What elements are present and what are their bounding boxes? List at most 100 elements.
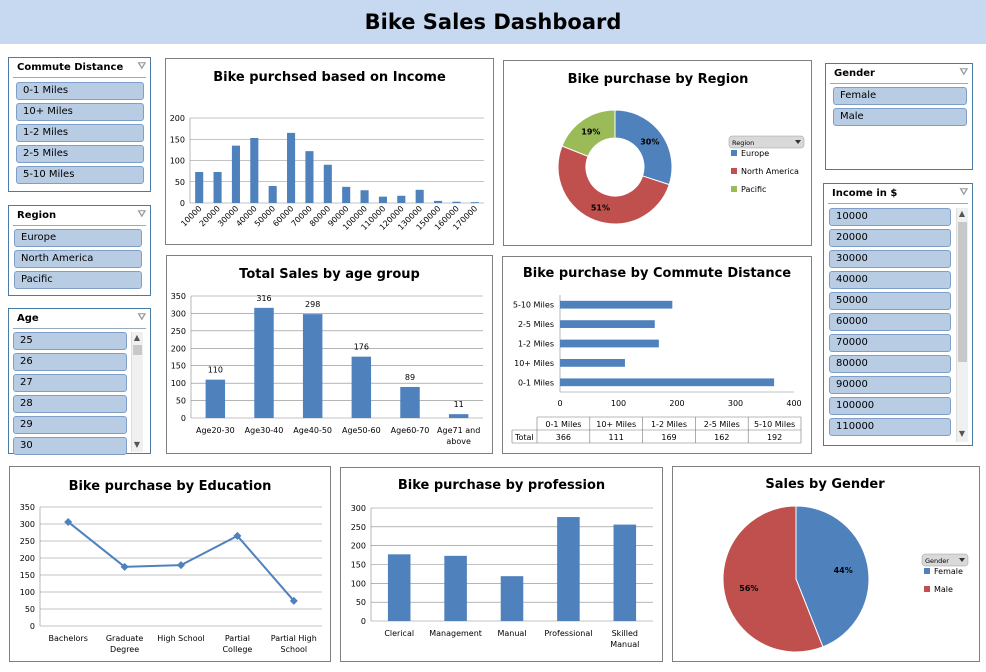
slicer-item-age-4[interactable]: 29 bbox=[13, 416, 127, 434]
x-tick-label: 200 bbox=[669, 399, 684, 408]
slicer-item-income-4[interactable]: 50000 bbox=[829, 292, 951, 310]
legend-swatch bbox=[924, 586, 930, 592]
commute-slicer-header: Commute Distance ⛛ bbox=[13, 58, 146, 78]
dashboard-title: Bike Sales Dashboard bbox=[0, 0, 986, 44]
y-tick-label: 100 bbox=[20, 588, 35, 597]
bar bbox=[231, 145, 240, 203]
gender-slicer-title: Gender bbox=[834, 68, 875, 79]
slicer-item-region-0[interactable]: Europe bbox=[14, 229, 142, 247]
y-tick-label: 150 bbox=[20, 571, 35, 580]
slicer-item-income-7[interactable]: 80000 bbox=[829, 355, 951, 373]
slicer-item-commute-1[interactable]: 10+ Miles bbox=[16, 103, 144, 121]
slicer-item-commute-2[interactable]: 1-2 Miles bbox=[16, 124, 144, 142]
income-slicer: Income in $ ⛛ ▲ ▼ 10000 20000 30000 40000 500… bbox=[823, 183, 973, 446]
x-tick-label: Professional bbox=[544, 629, 592, 638]
slicer-item-income-0[interactable]: 10000 bbox=[829, 208, 951, 226]
chart-title: Sales by Gender bbox=[765, 477, 885, 492]
y-tick-label: 0 bbox=[180, 199, 185, 208]
legend-swatch bbox=[731, 150, 737, 156]
y-tick-label: 150 bbox=[351, 561, 366, 570]
gender-pie-chart: Sales by Gender 44% 56% Gender Female Male bbox=[722, 477, 969, 653]
slicer-item-income-6[interactable]: 70000 bbox=[829, 334, 951, 352]
x-tick-label: Clerical bbox=[384, 629, 414, 638]
bar bbox=[351, 356, 372, 418]
bar bbox=[560, 320, 655, 328]
slicer-item-commute-3[interactable]: 2-5 Miles bbox=[16, 145, 144, 163]
chart-title: Bike purchase by Region bbox=[568, 72, 749, 87]
x-tick-label: 100 bbox=[611, 399, 626, 408]
x-tick-label: Age60-70 bbox=[391, 426, 430, 435]
bar bbox=[205, 379, 226, 418]
x-tick-label: Age30-40 bbox=[245, 426, 284, 435]
chart-title: Total Sales by age group bbox=[239, 267, 420, 282]
bar bbox=[560, 378, 775, 387]
y-tick-label: 250 bbox=[171, 327, 186, 336]
legend-title: Region bbox=[732, 139, 754, 147]
income-chart-panel: Bike purchsed based on Income 0 50 100 150 20… bbox=[165, 58, 494, 245]
data-label: 89 bbox=[405, 373, 415, 382]
y-tick-label: 300 bbox=[171, 309, 186, 318]
data-label: 30% bbox=[640, 138, 659, 147]
age-slicer-scroll-thumb[interactable] bbox=[133, 345, 142, 355]
bar bbox=[254, 307, 274, 418]
slicer-item-income-9[interactable]: 100000 bbox=[829, 397, 951, 415]
filter-clear-icon[interactable]: ⛛ bbox=[137, 209, 146, 220]
slicer-item-income-10[interactable]: 110000 bbox=[829, 418, 951, 436]
filter-clear-icon[interactable]: ⛛ bbox=[959, 187, 968, 198]
slicer-item-age-1[interactable]: 26 bbox=[13, 353, 127, 371]
filter-clear-icon[interactable]: ⛛ bbox=[137, 312, 146, 323]
slicer-item-age-0[interactable]: 25 bbox=[13, 332, 127, 350]
slicer-item-age-3[interactable]: 28 bbox=[13, 395, 127, 413]
income-slicer-scroll-thumb[interactable] bbox=[958, 222, 967, 362]
slicer-item-income-1[interactable]: 20000 bbox=[829, 229, 951, 247]
chevron-up-icon[interactable]: ▲ bbox=[133, 333, 141, 342]
x-tick-label: 300 bbox=[728, 399, 743, 408]
commute-distance-slicer: Commute Distance ⛛ 0-1 Miles 10+ Miles 1-2 … bbox=[8, 57, 151, 192]
data-label: 51% bbox=[591, 203, 610, 212]
y-tick-label: 10+ Miles bbox=[514, 359, 554, 368]
chevron-up-icon[interactable]: ▲ bbox=[958, 209, 966, 218]
slicer-item-region-2[interactable]: Pacific bbox=[14, 271, 142, 289]
age-slicer-header: Age ⛛ bbox=[13, 309, 146, 329]
chevron-down-icon[interactable]: ▼ bbox=[958, 429, 966, 438]
filter-clear-icon[interactable]: ⛛ bbox=[959, 67, 968, 78]
pie-slice bbox=[722, 505, 824, 653]
gender-slicer: Gender ⛛ Female Male bbox=[825, 63, 973, 170]
y-tick-label: 200 bbox=[171, 344, 186, 353]
slicer-item-commute-0[interactable]: 0-1 Miles bbox=[16, 82, 144, 100]
chevron-down-icon bbox=[959, 558, 965, 562]
table-header: 10+ Miles bbox=[596, 420, 636, 429]
commute-chart-panel: Bike purchase by Commute Distance 0 100 200… bbox=[502, 256, 812, 454]
legend-label: Pacific bbox=[741, 185, 766, 194]
slicer-item-age-2[interactable]: 27 bbox=[13, 374, 127, 392]
filter-clear-icon[interactable]: ⛛ bbox=[137, 61, 146, 72]
slicer-item-gender-1[interactable]: Male bbox=[833, 108, 967, 126]
legend-label: Female bbox=[934, 567, 963, 576]
table-series-name: Total bbox=[514, 433, 534, 442]
slicer-item-region-1[interactable]: North America bbox=[14, 250, 142, 268]
slicer-item-gender-0[interactable]: Female bbox=[833, 87, 967, 105]
table-value: 162 bbox=[714, 433, 729, 442]
bar bbox=[287, 132, 296, 203]
bar bbox=[444, 555, 467, 621]
age-slicer-scrollbar[interactable] bbox=[131, 332, 143, 452]
gender-slicer-header: Gender ⛛ bbox=[830, 64, 968, 84]
x-tick-label: Bachelors bbox=[49, 634, 88, 643]
region-slicer: Region ⛛ Europe North America Pacific bbox=[8, 205, 151, 296]
slicer-item-income-2[interactable]: 30000 bbox=[829, 250, 951, 268]
slicer-item-age-5[interactable]: 30 bbox=[13, 437, 127, 455]
data-label: 110 bbox=[208, 366, 223, 375]
bar bbox=[360, 190, 369, 203]
slicer-item-income-5[interactable]: 60000 bbox=[829, 313, 951, 331]
slicer-item-income-8[interactable]: 90000 bbox=[829, 376, 951, 394]
region-slicer-title: Region bbox=[17, 210, 57, 221]
chevron-down-icon[interactable]: ▼ bbox=[133, 440, 141, 449]
y-tick-label: 0 bbox=[30, 622, 35, 631]
bar bbox=[387, 554, 411, 621]
slicer-item-commute-4[interactable]: 5-10 Miles bbox=[16, 166, 144, 184]
y-tick-label: 200 bbox=[20, 554, 35, 563]
slicer-item-income-3[interactable]: 40000 bbox=[829, 271, 951, 289]
chart-title: Bike purchase by Education bbox=[69, 479, 272, 494]
y-tick-label: 5-10 Miles bbox=[513, 301, 554, 310]
y-tick-label: 350 bbox=[171, 292, 186, 301]
